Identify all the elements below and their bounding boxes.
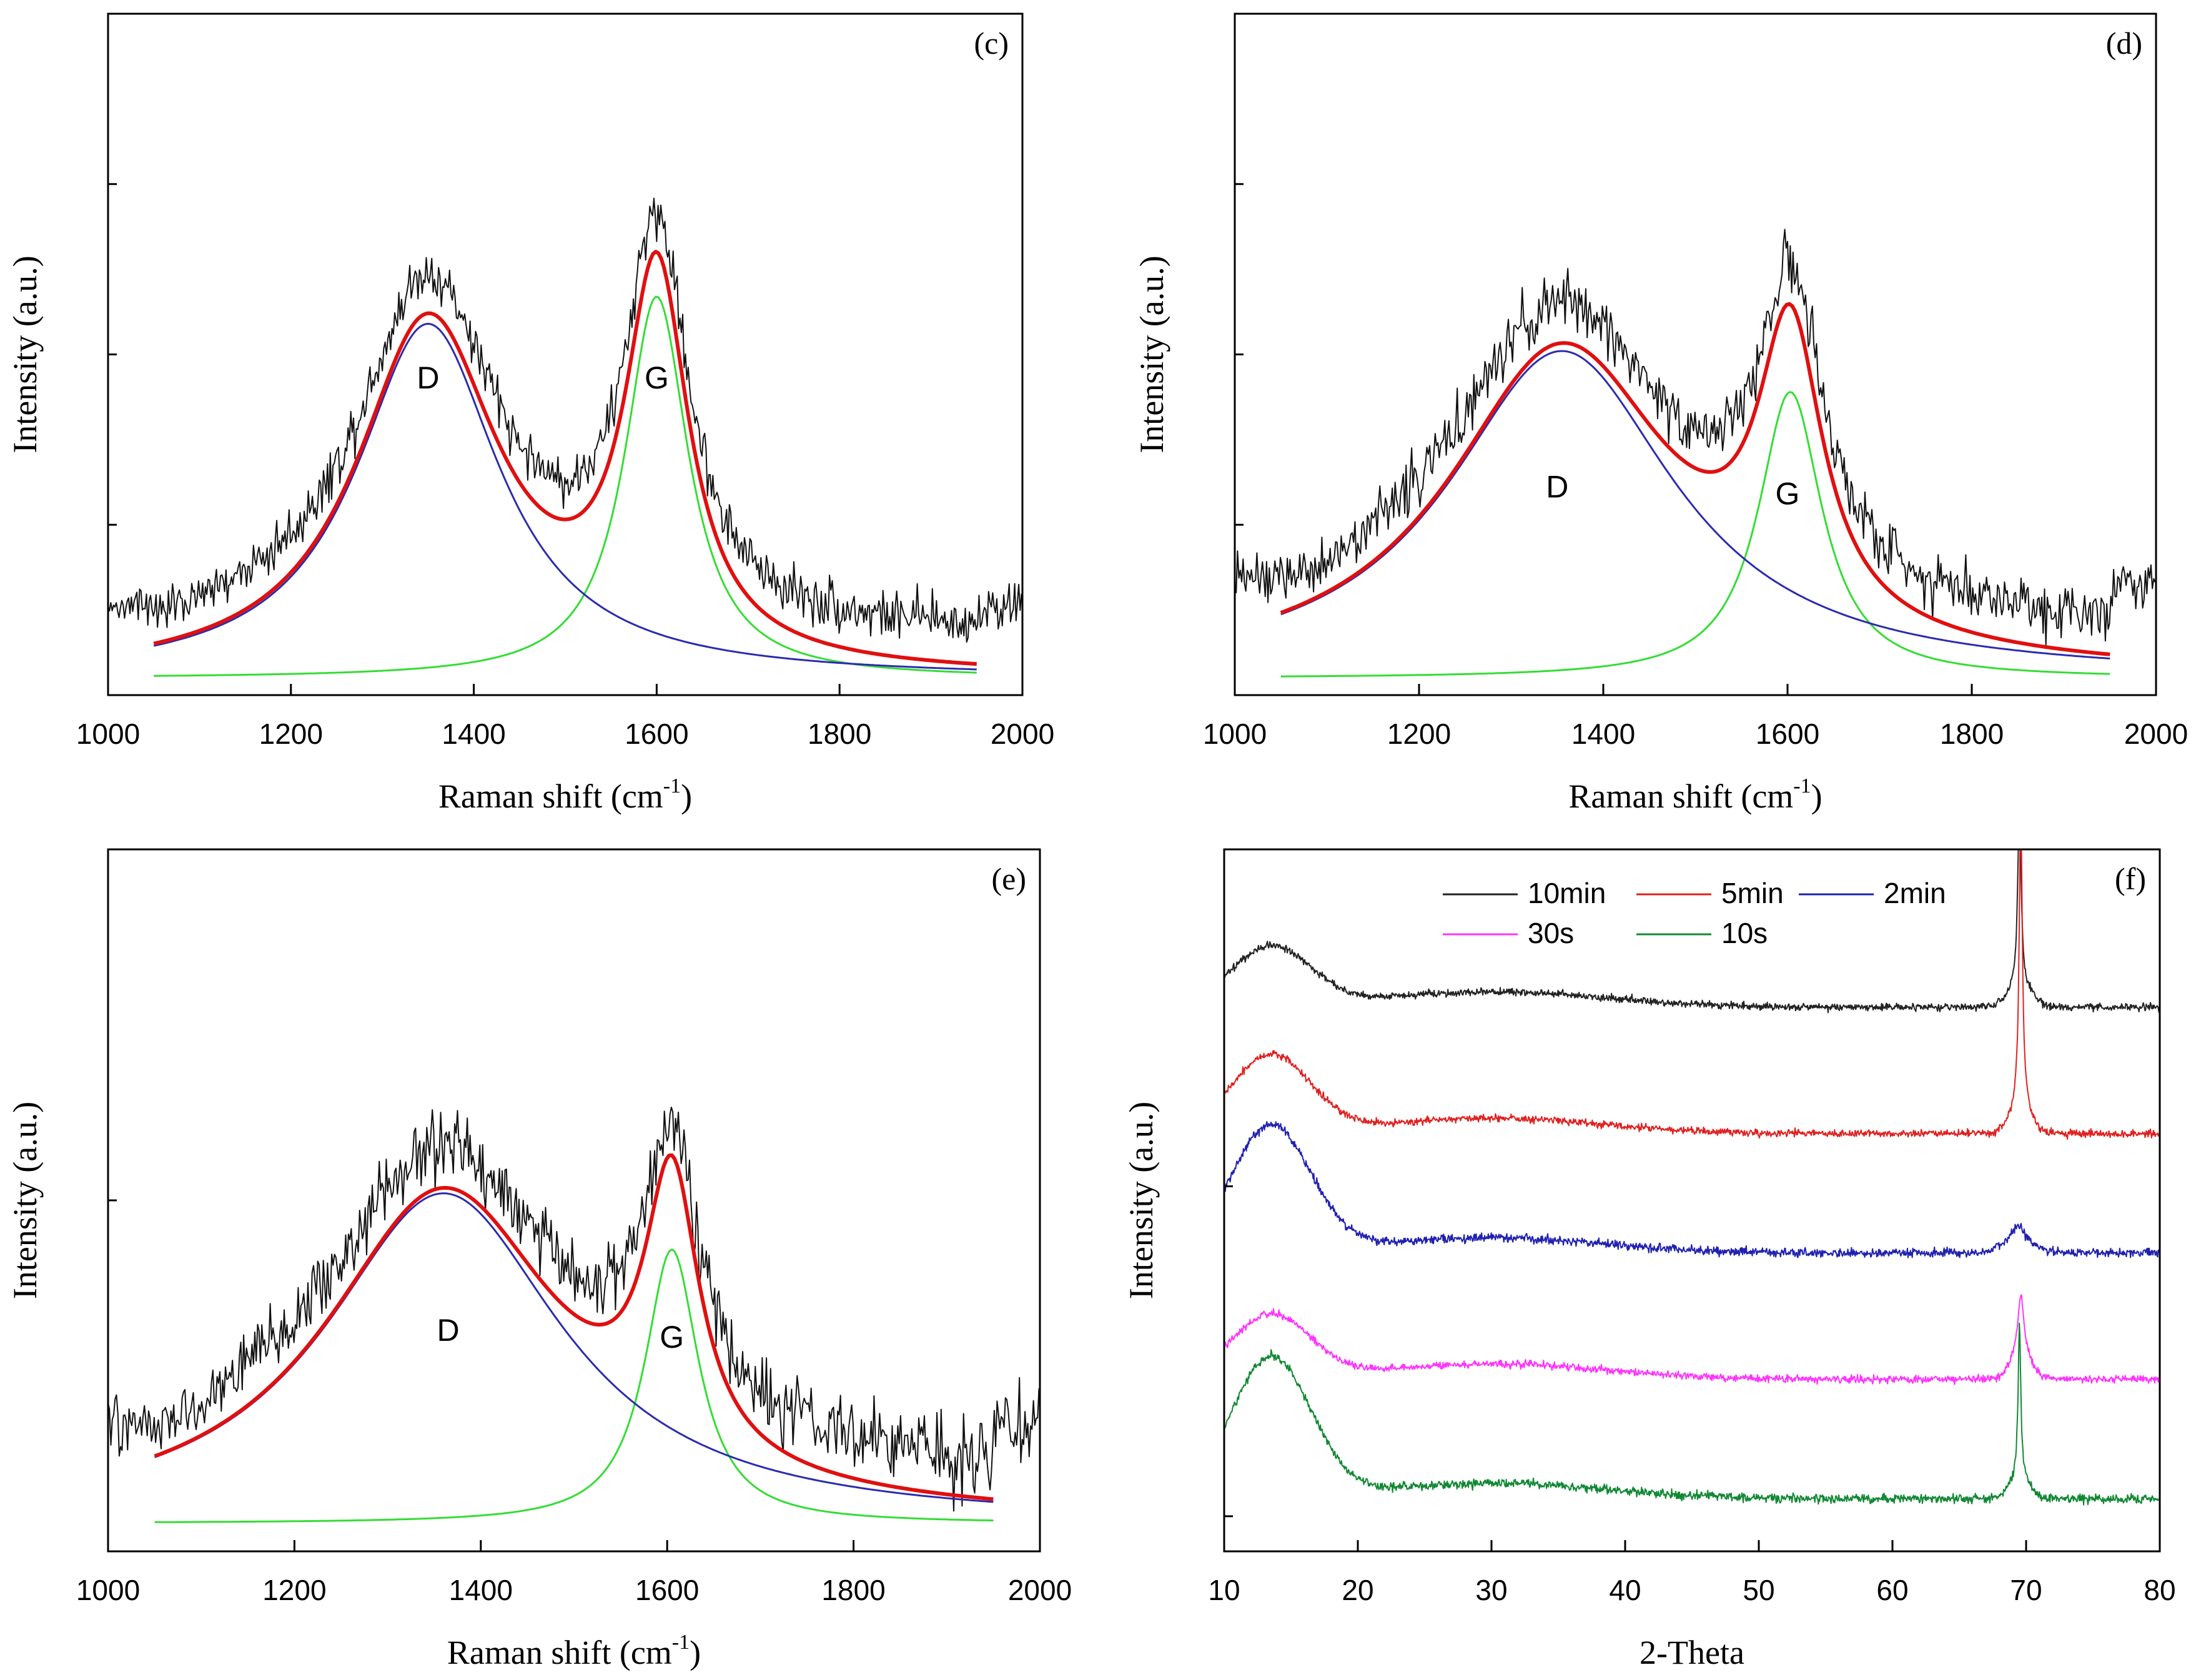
x-tick-label: 50 xyxy=(1743,1574,1774,1606)
x-tick-label: 1200 xyxy=(259,718,323,750)
x-tick-label: 2000 xyxy=(1008,1574,1072,1606)
x-tick-label: 2000 xyxy=(991,718,1054,750)
plot-area xyxy=(1224,849,2160,1506)
x-tick-label: 1400 xyxy=(442,718,505,750)
y-axis-title: Intensity (a.u.) xyxy=(6,255,44,453)
y-axis-title: Intensity (a.u.) xyxy=(1122,1102,1160,1299)
panel-d: D G 1000 1200 1400 1600 1800 2000 Raman shift (c… xyxy=(1133,12,2188,815)
y-axis-title: Intensity (a.u.) xyxy=(6,1102,44,1299)
x-axis-title: 2-Theta xyxy=(1640,1634,1744,1671)
panel-label: (c) xyxy=(974,26,1009,61)
g-fit-line xyxy=(1280,391,2110,678)
plot-area xyxy=(108,197,1022,677)
panel-e: D G 1000 1200 1400 1600 1800 2000 Raman shift (c… xyxy=(6,848,1072,1671)
peak-label-g: G xyxy=(1776,477,1800,511)
d-fit-line xyxy=(153,322,977,671)
x-tick-label: 1000 xyxy=(76,718,140,750)
x-tick-label: 1200 xyxy=(262,1574,326,1606)
xrd-series-30s xyxy=(1224,1294,2160,1385)
x-tick-label: 60 xyxy=(1876,1574,1908,1606)
legend-label-2min: 2min xyxy=(1884,877,1946,909)
panel-c: D G 1000 1200 1400 1600 1800 2000 Raman shift (c… xyxy=(6,12,1054,815)
legend-label-10s: 10s xyxy=(1721,917,1768,949)
plot-frame xyxy=(1223,848,2161,1553)
x-tick-label: 2000 xyxy=(2124,718,2188,750)
panel-label: (d) xyxy=(2106,26,2142,61)
panel-label: (f) xyxy=(2115,861,2146,896)
d-fit-line xyxy=(1280,350,2110,660)
peak-label-d: D xyxy=(1546,470,1568,505)
x-tick-label: 1400 xyxy=(449,1574,513,1606)
x-tick-label: 1800 xyxy=(1940,718,2004,750)
raw-spectrum xyxy=(108,1107,1040,1512)
x-axis-title: Raman shift (cm-1) xyxy=(1568,774,1822,815)
plot-frame xyxy=(107,12,1024,696)
plot-frame xyxy=(1234,12,2157,696)
sum-fit-line xyxy=(153,250,977,666)
plot-area xyxy=(108,1107,1040,1523)
x-tick-label: 1000 xyxy=(76,1574,140,1606)
x-tick-label: 1000 xyxy=(1203,718,1267,750)
xrd-series-5min xyxy=(1224,849,2160,1140)
legend-label-5min: 5min xyxy=(1721,877,1784,909)
g-fit-line xyxy=(154,295,977,677)
peak-label-d: D xyxy=(417,360,439,395)
sum-fit-line xyxy=(154,1153,994,1501)
x-tick-label: 30 xyxy=(1475,1574,1507,1606)
panel-f: 10min 5min 2min 30s 10s 10 20 30 40 50 60 70 80 2-The… xyxy=(1122,848,2176,1671)
x-tick-label: 20 xyxy=(1342,1574,1373,1606)
xrd-series-10s xyxy=(1224,1322,2160,1506)
peak-label-g: G xyxy=(660,1320,684,1355)
x-tick-label: 1200 xyxy=(1387,718,1451,750)
x-tick-label: 10 xyxy=(1208,1574,1240,1606)
x-axis-title: Raman shift (cm-1) xyxy=(438,774,692,815)
xrd-series-10min xyxy=(1224,849,2160,1014)
x-axis-title: Raman shift (cm-1) xyxy=(447,1631,701,1671)
g-fit-line xyxy=(154,1248,994,1523)
x-tick-label: 1600 xyxy=(1756,718,1819,750)
peak-label-g: G xyxy=(645,360,669,395)
d-fit-line xyxy=(154,1192,994,1503)
x-tick-label: 1400 xyxy=(1571,718,1635,750)
raw-spectrum xyxy=(1235,229,2156,646)
x-tick-label: 1600 xyxy=(635,1574,699,1606)
x-tick-label: 40 xyxy=(1609,1574,1641,1606)
raw-spectrum xyxy=(108,197,1022,643)
x-tick-label: 80 xyxy=(2144,1574,2175,1606)
plot-area xyxy=(1235,229,2156,678)
x-tick-label: 1600 xyxy=(625,718,688,750)
legend-label-10min: 10min xyxy=(1528,877,1606,909)
y-axis-title: Intensity (a.u.) xyxy=(1133,255,1170,453)
peak-label-d: D xyxy=(437,1313,460,1348)
x-tick-label: 1800 xyxy=(808,718,871,750)
x-tick-label: 70 xyxy=(2010,1574,2042,1606)
legend: 10min 5min 2min 30s 10s xyxy=(1443,877,1946,949)
plot-frame xyxy=(107,848,1041,1553)
legend-label-30s: 30s xyxy=(1528,917,1574,949)
x-tick-label: 1800 xyxy=(821,1574,885,1606)
sum-fit-line xyxy=(1280,302,2110,656)
panel-label: (e) xyxy=(992,861,1027,896)
xrd-series-2min xyxy=(1224,1121,2160,1258)
